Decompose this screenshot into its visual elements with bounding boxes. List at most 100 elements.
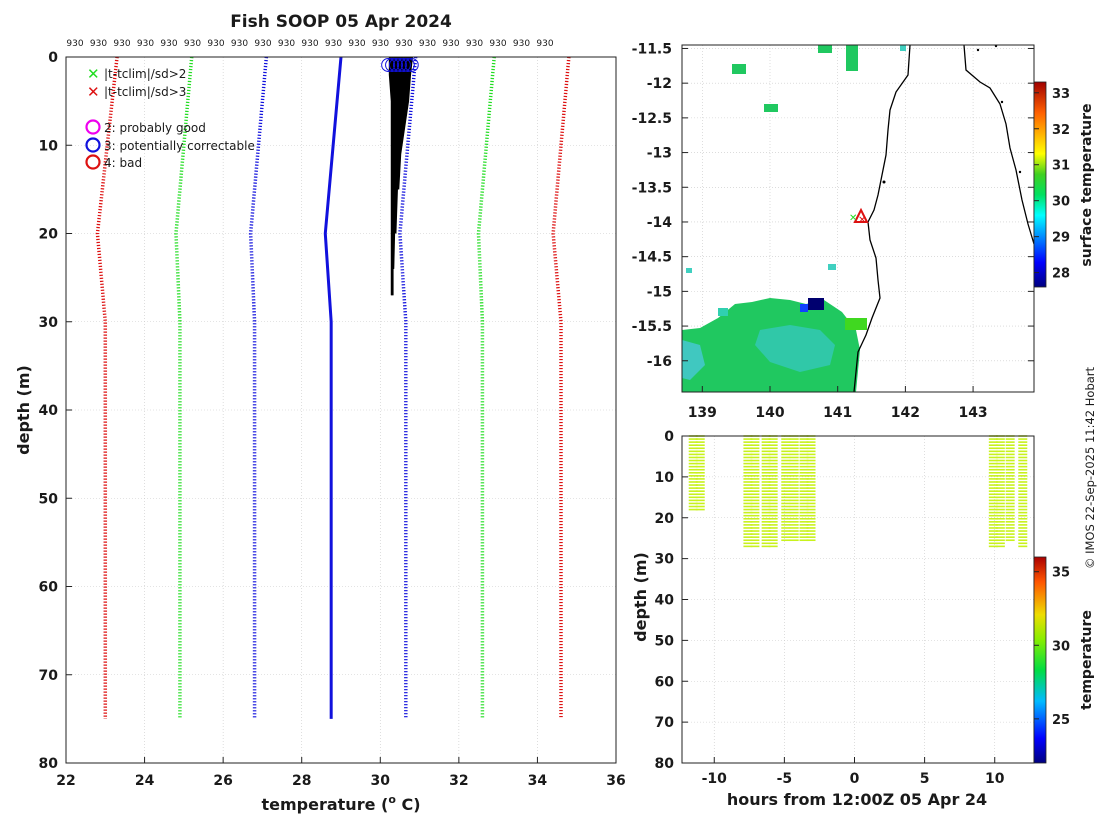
time-axes-box [681,435,1035,764]
top-label: 930 [301,39,318,49]
credit-text: © IMOS 22-Sep-2025 11:42 Hobart [1083,366,1097,569]
map-y-tick-label: -15.5 [632,319,672,335]
profile-y-tick-label: 70 [39,668,59,684]
top-label: 930 [489,39,506,49]
surface-flag-circle [400,57,415,72]
time-y-tick-label: 80 [655,756,675,772]
observed-profiles [381,57,419,296]
top-label: 930 [513,39,530,49]
time-y-tick-label: 60 [655,674,675,690]
top-label: 930 [113,39,130,49]
top-label: 930 [160,39,177,49]
map-x-tick-label: 141 [823,405,852,421]
time-y-tick-label: 40 [655,593,675,609]
time-points [688,435,1028,548]
profile-x-ticks: 22 24 26 28 30 32 34 36 [56,757,626,789]
map-y-tick-label: -13 [647,146,672,162]
time-profile-column [768,435,778,548]
surface-flag-circle [385,57,400,72]
x-label-unit: C) [396,795,421,814]
legend-circle-blue-icon [85,137,101,153]
series-line-clim-1sd [398,57,418,719]
position-cross-green-icon: ✕ [849,213,857,224]
profile-x-tick-label: 24 [135,773,155,789]
top-label: 930 [90,39,107,49]
profile-y-tick-label: 30 [39,315,59,331]
top-label: 930 [325,39,342,49]
profile-legend: ✕ |t-tclim|/sd>2 ✕ |t-tclim|/sd>3 2: pro… [85,65,255,170]
time-y-tick-label: 50 [655,633,675,649]
top-label: 930 [395,39,412,49]
top-label: 930 [536,39,553,49]
map-x-tick-label: 140 [755,405,784,421]
time-x-tick-label: 10 [985,771,1005,787]
series-line-clim-2sd [174,57,194,719]
series-line-climatology-mean [323,57,343,719]
sst-green-patch-n2 [764,104,778,112]
time-y-tick-label: 10 [655,470,675,486]
sst-cyan-speck-3 [828,264,836,270]
time-x-ticks: -10 -5 0 5 10 [702,757,1005,787]
sst-patch-south-cyan [755,325,835,372]
profile-y-tick-label: 10 [39,138,59,154]
map-y-tick-label: -12 [647,76,672,92]
map-plot: ✕ ✕ 139 140 141 142 143 -11.5 -12 -12.5 -13 -13.… [632,41,1095,421]
island-dot-1 [976,48,980,52]
top-label: 930 [231,39,248,49]
profile-y-tick-label: 80 [39,756,59,772]
legend-circle-magenta-label: 2: probably good [104,121,206,135]
map-x-tick-label: 142 [891,405,920,421]
x-label-main: temperature ( [261,795,388,814]
time-y-tick-label: 0 [664,429,674,445]
time-colorbar-tick-label: 30 [1052,639,1070,654]
sst-patch-southwest-cyan [682,340,705,380]
time-profile-column [1005,435,1015,542]
series-line-clim-1sd [248,57,269,719]
map-colorbar-ticks: 28 29 30 31 32 33 [1034,87,1070,282]
legend-cross-green-icon: ✕ [87,65,100,83]
map-colorbar-tick-label: 28 [1052,267,1070,282]
time-x-tick-label: 0 [850,771,860,787]
sst-cyan-speck-4 [686,268,692,273]
time-plot: -10 -5 0 5 10 0 10 20 30 40 50 60 70 80 hours from 1… [631,429,1095,809]
profile-y-tick-label: 40 [39,403,59,419]
time-profile-column [750,435,760,548]
sst-blue-spot [800,304,808,312]
time-y-ticks: 0 10 20 30 40 50 60 70 80 [655,429,688,772]
position-cross-red-icon: ✕ [858,215,866,226]
legend-circle-magenta-icon [85,119,101,135]
time-y-tick-label: 70 [655,715,675,731]
map-y-tick-label: -13.5 [632,180,672,196]
map-colorbar-tick-label: 30 [1052,195,1070,210]
sst-cold-spot [808,298,824,310]
profile-x-label: temperature (o C) [261,793,420,814]
map-colorbar-tick-label: 32 [1052,123,1070,138]
time-colorbar-tick-label: 25 [1052,713,1070,728]
time-profile-column [789,435,799,542]
profile-axes-box [65,56,617,764]
time-x-tick-label: -10 [702,771,728,787]
profile-x-tick-label: 36 [606,773,625,789]
time-grid [682,436,1034,763]
map-y-tick-label: -15 [647,284,672,300]
sst-green-patch-n1 [732,64,746,74]
sst-cyan-speck-2 [900,45,906,51]
chart-title: Fish SOOP 05 Apr 2024 [230,12,452,32]
legend-circle-blue-label: 3: potentially correctable [104,139,255,153]
top-label: 930 [278,39,295,49]
legend-circle-red-label: 4: bad [104,156,142,170]
map-y-tick-label: -11.5 [632,41,672,57]
surface-flag-circle [396,57,411,72]
time-x-label: hours from 12:00Z 05 Apr 24 [727,790,987,809]
map-colorbar-tick-label: 29 [1052,231,1070,246]
island-dot-4 [1018,170,1022,174]
profile-y-tick-label: 60 [39,580,59,596]
profile-x-tick-label: 26 [213,773,232,789]
map-y-ticks: -11.5 -12 -12.5 -13 -13.5 -14 -14.5 -15 -15.5 -16 [632,41,1034,370]
map-grid [682,45,1034,392]
time-x-tick-label: 5 [920,771,930,787]
time-profile-column [1018,435,1028,548]
map-colorbar [1033,81,1047,288]
surface-flag-circle [404,57,419,72]
